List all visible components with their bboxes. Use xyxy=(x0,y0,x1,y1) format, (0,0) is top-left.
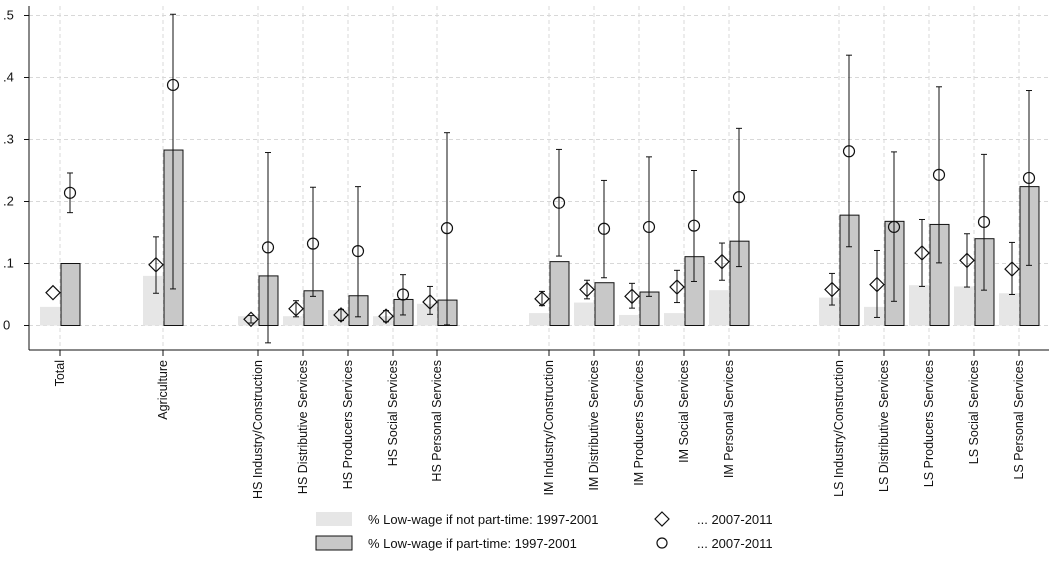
diamond-marker xyxy=(45,284,61,301)
circle-marker xyxy=(552,196,566,209)
x-tick-label: IM Distributive Services xyxy=(587,360,601,491)
y-tick-label: 0 xyxy=(3,318,10,333)
circle-marker xyxy=(306,237,320,250)
circle-marker xyxy=(1022,171,1036,185)
legend-circle-icon xyxy=(656,537,668,549)
x-tick-label: HS Personal Services xyxy=(430,360,444,482)
x-tick-label: HS Industry/Construction xyxy=(251,360,265,499)
circle-marker xyxy=(63,186,77,199)
circle-marker xyxy=(396,288,410,301)
bar-not-part-time xyxy=(40,306,60,326)
diamond-marker xyxy=(824,281,840,298)
diamond-marker xyxy=(914,245,930,261)
circle-marker xyxy=(977,215,991,229)
markers xyxy=(45,78,1036,328)
diamond-marker xyxy=(579,281,595,298)
bar-not-part-time xyxy=(619,314,639,326)
diamond-marker xyxy=(534,290,550,307)
x-tick-label: Agriculture xyxy=(156,360,170,420)
x-tick-label: IM Social Services xyxy=(677,360,691,463)
bar-part-time xyxy=(594,282,615,326)
diamond-marker xyxy=(148,256,164,273)
y-tick-label: .4 xyxy=(3,70,14,85)
circle-marker xyxy=(597,222,611,235)
legend-swatch-dark-bar xyxy=(315,535,353,551)
x-tick-label: IM Industry/Construction xyxy=(542,360,556,496)
x-tick-label: HS Distributive Services xyxy=(296,360,310,494)
legend-label: % Low-wage if not part-time: 1997-2001 xyxy=(368,512,599,527)
diamond-marker xyxy=(288,300,304,317)
y-tick-label: .3 xyxy=(3,132,14,147)
bar-not-part-time xyxy=(143,275,163,326)
diamond-marker xyxy=(714,253,730,270)
bar-not-part-time xyxy=(664,313,684,326)
circle-marker xyxy=(842,145,856,158)
legend-label: ... 2007-2011 xyxy=(697,536,773,551)
x-tick-label: LS Personal Services xyxy=(1012,360,1026,480)
axes: 0 .1 .2 .3 .4 .5 xyxy=(3,6,1049,356)
legend-label: % Low-wage if part-time: 1997-2001 xyxy=(368,536,577,551)
diamond-marker xyxy=(243,311,259,328)
error-bars xyxy=(67,13,1032,344)
bar-not-part-time xyxy=(954,286,974,326)
bar-not-part-time xyxy=(574,302,594,326)
diamond-marker xyxy=(1004,261,1020,277)
bar-not-part-time xyxy=(283,316,303,326)
bar-not-part-time xyxy=(529,313,549,326)
x-tick-label: LS Producers Services xyxy=(922,360,936,487)
circle-marker xyxy=(166,78,180,92)
y-tick-label: .5 xyxy=(3,8,14,23)
legend-diamond-icon xyxy=(654,511,670,527)
x-tick-label: HS Social Services xyxy=(386,360,400,466)
circle-marker xyxy=(261,241,275,254)
x-tick-labels: Total Agriculture HS Industry/Construction… xyxy=(53,360,1026,499)
legend-label: ... 2007-2011 xyxy=(697,512,773,527)
diamond-marker xyxy=(624,288,640,305)
circle-marker xyxy=(687,219,701,232)
diamond-marker xyxy=(378,308,394,325)
diamond-marker xyxy=(869,276,885,293)
bar-not-part-time xyxy=(328,310,348,326)
x-tick-label: LS Distributive Services xyxy=(877,360,891,492)
legend: % Low-wage if not part-time: 1997-2001 % … xyxy=(315,511,773,551)
x-tick-label: LS Industry/Construction xyxy=(832,360,846,497)
y-tick-label: .1 xyxy=(3,256,14,271)
circle-marker xyxy=(642,220,656,234)
diamond-marker xyxy=(422,294,438,310)
circle-marker xyxy=(440,222,454,235)
bar-part-time xyxy=(639,291,660,326)
bar-not-part-time xyxy=(238,316,258,326)
x-tick-label: LS Social Services xyxy=(967,360,981,464)
circle-marker xyxy=(932,168,946,181)
bar-not-part-time xyxy=(819,297,839,326)
gridlines xyxy=(29,6,1049,350)
bar-not-part-time xyxy=(709,290,729,326)
bars xyxy=(40,149,1040,327)
bar-not-part-time xyxy=(909,285,929,326)
x-tick-label: IM Personal Services xyxy=(722,360,736,478)
diamond-marker xyxy=(669,279,685,295)
bar-not-part-time xyxy=(864,306,884,326)
x-tick-label: Total xyxy=(53,360,67,386)
circle-marker xyxy=(351,245,365,258)
bar-part-time xyxy=(60,263,81,326)
diamond-marker xyxy=(333,307,349,323)
circle-marker xyxy=(887,220,901,234)
bar-not-part-time xyxy=(999,293,1019,326)
y-tick-label: .2 xyxy=(3,194,14,209)
x-tick-label: HS Producers Services xyxy=(341,360,355,489)
diamond-marker xyxy=(959,252,975,269)
legend-swatch-light-bar xyxy=(316,512,352,526)
bar-part-time xyxy=(549,261,570,327)
x-tick-label: IM Producers Services xyxy=(632,360,646,486)
circle-marker xyxy=(732,191,746,204)
